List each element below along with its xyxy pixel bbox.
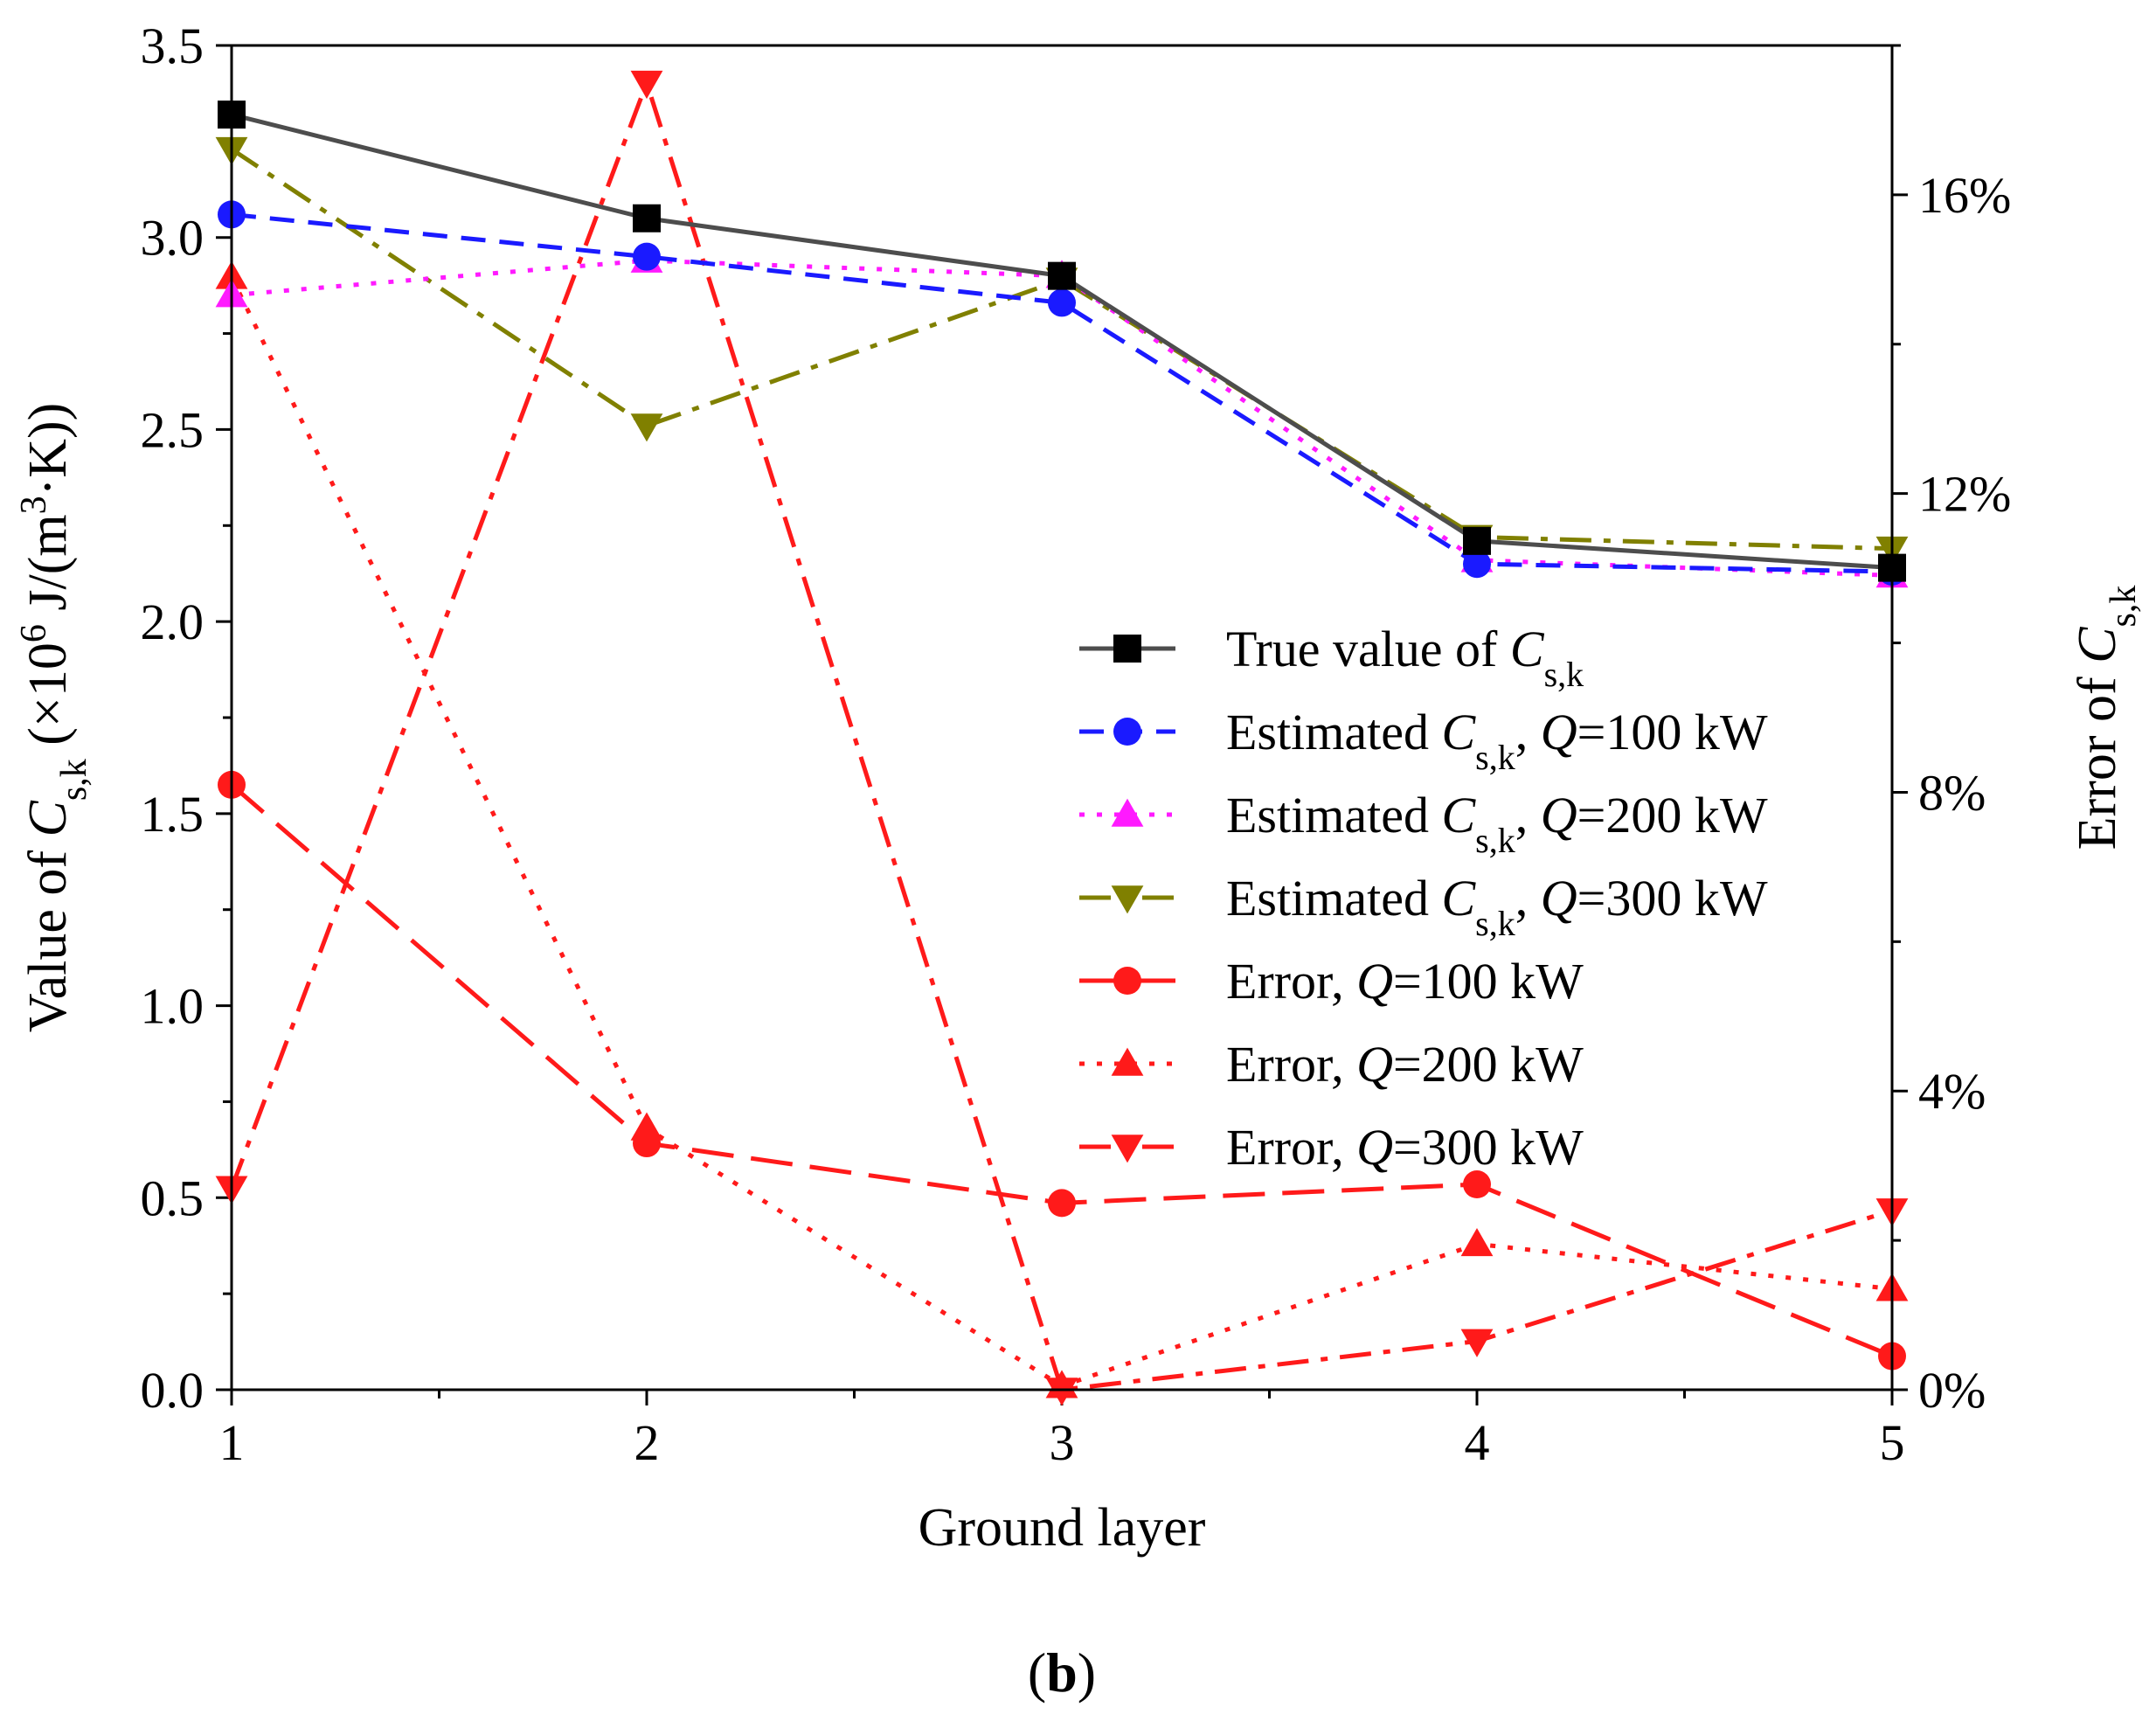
legend-entry: True value of Cs,k bbox=[1079, 621, 1584, 694]
data-point bbox=[1048, 288, 1076, 317]
legend-label: Error, Q=100 kW bbox=[1226, 953, 1584, 1010]
legend-label: Error, Q=200 kW bbox=[1226, 1036, 1584, 1093]
y-left-tick-label: 0.5 bbox=[141, 1169, 205, 1226]
y-left-label-sub: s,k bbox=[54, 759, 94, 801]
data-point bbox=[633, 204, 661, 232]
series-line bbox=[230, 147, 1893, 552]
y-left-tick-label: 1.0 bbox=[141, 978, 205, 1035]
y-right-tick-label: 12% bbox=[1918, 466, 2011, 523]
y-axis-right-title: Error of Cs,k bbox=[2068, 586, 2144, 850]
y-left-label-sup1: 6 bbox=[14, 624, 54, 642]
y-axis-left-title: Value of Cs,k (×106 J/(m3·K)) bbox=[14, 403, 94, 1033]
y-right-tick-label: 16% bbox=[1918, 167, 2011, 224]
y-left-tick-label: 3.0 bbox=[141, 210, 205, 267]
legend-marker bbox=[1113, 718, 1141, 746]
series-line bbox=[231, 212, 1893, 574]
series-line bbox=[229, 80, 1893, 1392]
data-point bbox=[1463, 550, 1491, 579]
legend-marker bbox=[1111, 885, 1144, 914]
x-tick-label: 2 bbox=[634, 1414, 660, 1471]
y-right-label-prefix: Error of bbox=[2068, 663, 2127, 850]
y-left-label-mid2: J/(m bbox=[18, 514, 78, 624]
series-5 bbox=[218, 770, 1906, 1371]
data-point bbox=[1048, 1189, 1076, 1218]
legend-label: Estimated Cs,k, Q=200 kW bbox=[1226, 787, 1768, 860]
data-point bbox=[633, 242, 661, 271]
y-right-label-symbol: C bbox=[2068, 627, 2127, 663]
y-left-tick-label: 1.5 bbox=[141, 786, 205, 843]
x-tick-label: 4 bbox=[1465, 1414, 1490, 1471]
tick-labels: 1 2 3 4 5 0.0 0.5 1.0 1.5 2.0 2.5 3.0 3.5 0% 4% 8% 12% 16… bbox=[141, 17, 2012, 1471]
x-tick-label: 5 bbox=[1880, 1414, 1905, 1471]
legend-entry: Error, Q=300 kW bbox=[1079, 1119, 1584, 1176]
data-point bbox=[630, 413, 663, 442]
data-point bbox=[1048, 261, 1076, 290]
legend-entry: Estimated Cs,k, Q=100 kW bbox=[1079, 704, 1768, 777]
legend-entry: Error, Q=100 kW bbox=[1079, 953, 1584, 1010]
x-tick-label: 1 bbox=[219, 1414, 245, 1471]
legend-label: Estimated Cs,k, Q=100 kW bbox=[1226, 704, 1768, 777]
x-tick-label: 3 bbox=[1050, 1414, 1075, 1471]
legend-label: True value of Cs,k bbox=[1226, 621, 1584, 694]
y-left-tick-label: 2.5 bbox=[141, 401, 205, 458]
y-right-tick-label: 4% bbox=[1918, 1063, 1986, 1120]
panel-label: (b) bbox=[1028, 1641, 1096, 1704]
y-right-tick-label: 0% bbox=[1918, 1362, 1986, 1419]
data-point bbox=[1463, 526, 1491, 555]
legend-marker bbox=[1111, 1135, 1144, 1163]
legend-label: Error, Q=300 kW bbox=[1226, 1119, 1584, 1176]
data-point bbox=[1460, 1329, 1494, 1357]
y-left-label-sup2: 3 bbox=[14, 496, 54, 514]
y-left-label-prefix: Value of bbox=[18, 836, 78, 1032]
legend-entry: Error, Q=200 kW bbox=[1079, 1036, 1584, 1093]
data-point bbox=[633, 1129, 661, 1158]
y-left-label-symbol: C bbox=[18, 800, 78, 836]
y-right-tick-label: 8% bbox=[1918, 764, 1986, 821]
data-point bbox=[630, 70, 663, 100]
legend-marker bbox=[1113, 635, 1141, 663]
y-left-tick-label: 2.0 bbox=[141, 593, 205, 650]
y-left-tick-label: 3.5 bbox=[141, 17, 205, 74]
legend-entry: Estimated Cs,k, Q=300 kW bbox=[1079, 870, 1768, 943]
plot-frame bbox=[230, 44, 1894, 1391]
series-4 bbox=[215, 136, 1909, 566]
x-axis-title: Ground layer bbox=[919, 1498, 1206, 1558]
legend-marker bbox=[1111, 798, 1144, 827]
series-line bbox=[231, 112, 1893, 571]
series-2 bbox=[218, 200, 1906, 586]
series-1 bbox=[218, 101, 1906, 582]
series-layer bbox=[215, 70, 1909, 1406]
y-left-label-suffix: ·K)) bbox=[18, 403, 78, 496]
legend-label: Estimated Cs,k, Q=300 kW bbox=[1226, 870, 1768, 943]
y-right-label-sub: s,k bbox=[2104, 586, 2144, 628]
legend-marker bbox=[1111, 1047, 1144, 1076]
legend: True value of Cs,k Estimated Cs,k, Q=100 … bbox=[1079, 621, 1768, 1176]
data-point bbox=[1463, 1170, 1491, 1199]
y-left-tick-label: 0.0 bbox=[141, 1362, 205, 1419]
data-point bbox=[1460, 1227, 1494, 1257]
legend-marker bbox=[1113, 967, 1141, 995]
y-left-label-mid: (×10 bbox=[18, 642, 78, 759]
legend-entry: Estimated Cs,k, Q=200 kW bbox=[1079, 787, 1768, 860]
